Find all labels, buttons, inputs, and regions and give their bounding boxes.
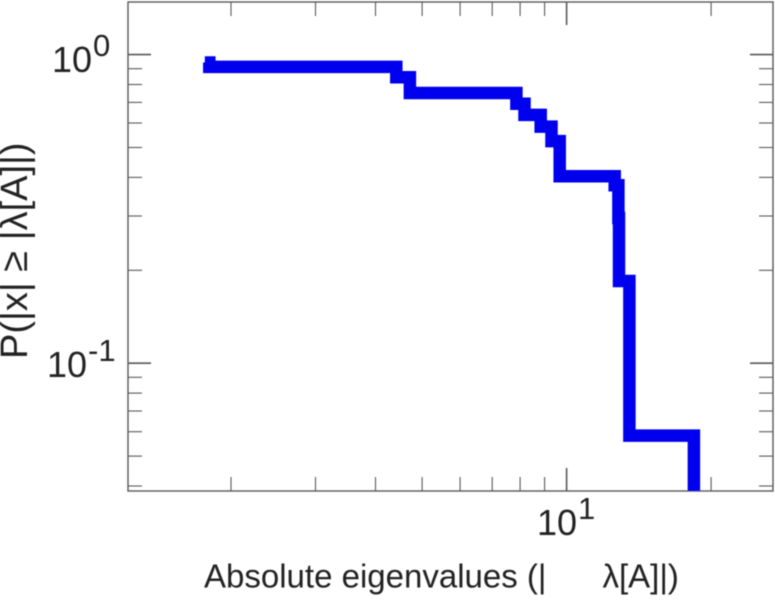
svg-text:100: 100 xyxy=(52,28,110,80)
svg-text:P(|x| ≥ |λ[A]|): P(|x| ≥ |λ[A]|) xyxy=(0,142,36,359)
svg-text:10-1: 10-1 xyxy=(47,333,116,385)
svg-text:101: 101 xyxy=(537,491,595,543)
svg-text:Absolute eigenvalues (|λ[A]|): Absolute eigenvalues (| λ[A]|) xyxy=(204,557,679,594)
